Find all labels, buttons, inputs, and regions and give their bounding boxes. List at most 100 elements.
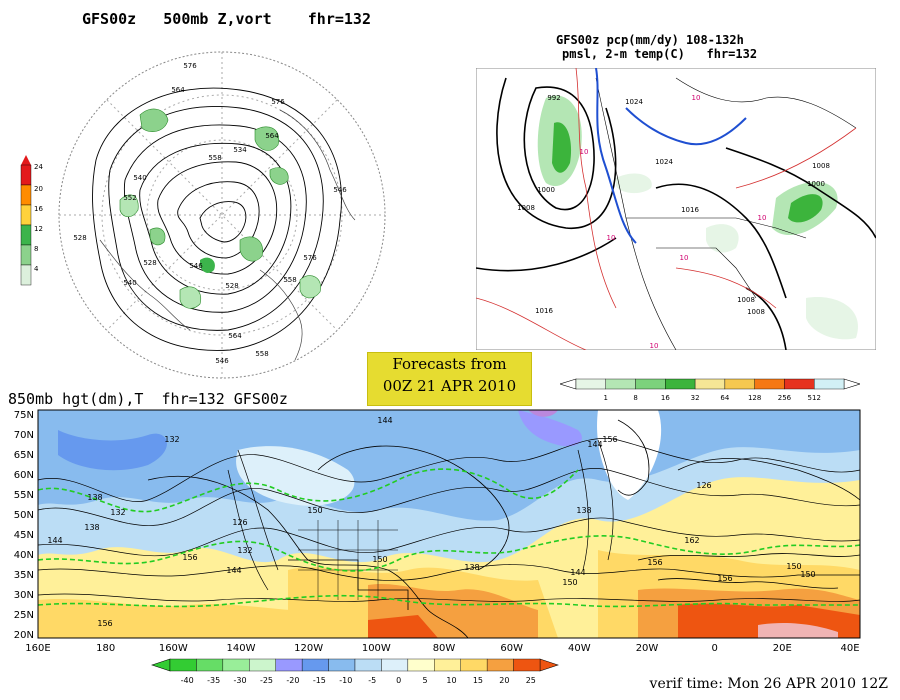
temperature-legend-swatch [222,658,250,672]
temperature-label: 10 [580,148,589,156]
pressure-label: 1016 [535,307,553,315]
longitude-label: 140W [227,643,256,654]
temperature-legend-tick: -15 [313,676,326,685]
temperature-label: 10 [607,234,616,242]
precip-temperature-contours [476,68,857,350]
precip-legend-swatch [754,378,785,390]
pressure-label: 1008 [517,204,535,212]
mercator-map-area [37,409,861,639]
precip-legend: 1 8 16 32 64 128 256 512 [560,378,860,402]
pressure-label: 1008 [747,308,765,316]
height-contour-label: 162 [684,536,699,545]
temperature-legend-swatch [513,658,541,672]
precip-legend-swatch [814,378,845,390]
pressure-label: 1000 [807,180,825,188]
precip-legend-tick: 256 [778,394,792,402]
height-contour-label: 156 [97,619,112,628]
bottom-map-title: 850mb hgt(dm),T fhr=132 GFS00z [8,390,288,408]
polar-contour-label: 546 [189,262,203,270]
polar-contour-label: 576 [271,98,285,106]
longitude-labels: 160E 180 160W 140W 120W 100W 80W 60W 40W 20W 0 20E 4… [25,643,859,654]
height-contour-label: 132 [164,435,179,444]
precip-legend-tick: 512 [808,394,821,402]
polar-vorticity-shading [119,108,321,309]
polar-contour-label: 540 [133,174,146,182]
pressure-label: 992 [547,94,560,102]
height-contour-label: 156 [182,553,197,562]
polar-contour-label: 576 [183,62,197,70]
height-contour-label: 138 [87,493,102,502]
height-contour-label: 150 [307,506,322,515]
latitude-label: 35N [14,570,34,581]
polar-contour-label: 540 [123,279,136,287]
precip-legend-swatch [665,378,696,390]
polar-legend-swatch [20,264,32,286]
pressure-label: 1024 [655,158,673,166]
polar-legend-arrow [21,155,31,165]
pressure-label: 1016 [681,206,699,214]
precip-map-title-line1: GFS00z pcp(mm/dy) 108-132h [556,33,744,47]
height-contour-label: 156 [717,574,732,583]
longitude-label: 100W [362,643,391,654]
polar-500mb-map: 24 20 16 12 8 4 576 564 540 552 528 534 [20,51,386,379]
precip-legend-swatch [784,378,815,390]
polar-contour-label: 558 [283,276,296,284]
longitude-label: 160W [159,643,188,654]
latitude-label: 45N [14,530,34,541]
latitude-label: 50N [14,510,34,521]
polar-legend-swatch [20,164,32,186]
temperature-legend-tick: 25 [526,676,536,685]
precip-legend-tick: 1 [604,394,608,402]
polar-legend-tick: 16 [34,205,43,213]
temperature-legend-swatch [434,658,461,672]
polar-contour-label: 528 [225,282,238,290]
forecast-init-line2: 00Z 21 APR 2010 [382,377,517,395]
temperature-label: 10 [758,214,767,222]
temperature-label: 10 [680,254,689,262]
polar-height-contours [92,87,342,351]
temperature-legend-swatch [196,658,224,672]
polar-contour-label: 534 [233,146,247,154]
precip-legend-tick: 64 [720,394,729,402]
temperature-legend-swatch [486,658,514,672]
longitude-label: 160E [25,643,50,654]
polar-contour-label: 552 [123,194,136,202]
height-contour-label: 144 [570,568,585,577]
temperature-legend-tick: 15 [473,676,483,685]
polar-contour-label: 558 [255,350,268,358]
latitude-label: 75N [14,410,34,421]
temperature-legend-tick: -30 [234,676,247,685]
polar-legend-swatch [20,244,32,266]
temperature-legend-tick: 10 [446,676,456,685]
height-contour-label: 138 [576,506,591,515]
precip-legend-swatch [605,378,636,390]
longitude-label: 20W [636,643,659,654]
polar-contour-label: 564 [171,86,185,94]
polar-contour-label: 564 [265,132,279,140]
temperature-legend-tick: 0 [396,676,401,685]
height-contour-label: 150 [562,578,577,587]
polar-contour-label: 576 [303,254,317,262]
height-contour-label: 150 [786,562,801,571]
bottom-contour-labels: 1321441381441321381501561261321441501381… [47,416,815,628]
height-contour-label: 132 [237,546,252,555]
polar-contour-label: 558 [208,154,221,162]
height-contour-label: 150 [800,570,815,579]
precip-pressure-contours [476,77,876,350]
height-contour-label: 150 [372,555,387,564]
temperature-legend-tick: -40 [181,676,194,685]
temperature-legend-swatch [249,658,276,672]
precip-shading [537,95,858,340]
polar-legend-tick: 8 [34,245,38,253]
precip-legend-tick: 16 [661,394,670,402]
polar-legend-swatch [20,184,32,206]
polar-legend-tick: 20 [34,185,43,193]
temperature-legend-tick: -10 [339,676,352,685]
height-contour-label: 156 [647,558,662,567]
polar-coastlines [99,109,356,361]
polar-map-disc [58,51,386,379]
temperature-legend-tick: -5 [368,676,376,685]
height-contour-label: 126 [696,481,711,490]
forecast-init-box: Forecasts from 00Z 21 APR 2010 [367,352,532,406]
polar-contour-label: 546 [333,186,347,194]
